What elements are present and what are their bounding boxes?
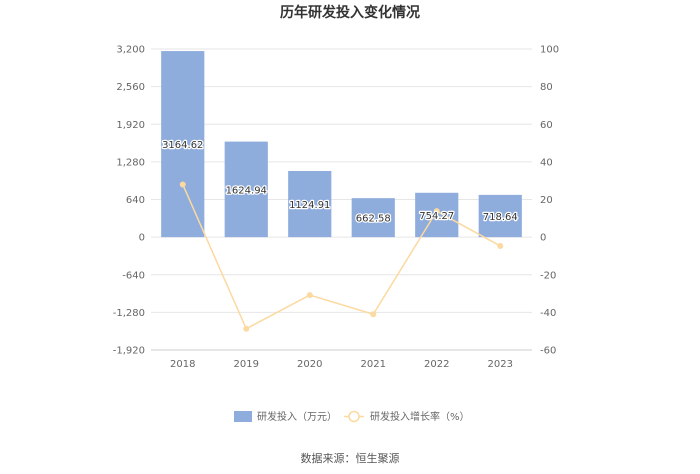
y-left-tick-label: 1,920 bbox=[116, 120, 145, 131]
x-axis: 2018 2019 2020 2021 2022 2023 bbox=[151, 349, 532, 370]
source-note: 数据来源：恒生聚源 bbox=[301, 451, 400, 465]
y-left-tick-label: -1,920 bbox=[113, 346, 145, 357]
y-right-tick-label: 80 bbox=[540, 82, 553, 93]
bar-value-label: 1124.91 bbox=[289, 200, 330, 211]
bar-value-label: 718.64 bbox=[483, 212, 518, 223]
growth-point bbox=[433, 208, 440, 215]
data-labels: 3164.62 1624.94 1124.91 662.58 754.27 718.64 bbox=[161, 139, 519, 226]
y-right-tick-label: 0 bbox=[540, 233, 546, 244]
y-left-tick-label: 0 bbox=[139, 233, 145, 244]
x-tick-label: 2018 bbox=[170, 359, 195, 370]
legend-bar-swatch bbox=[234, 411, 252, 422]
legend-line-marker bbox=[348, 410, 360, 423]
line-series bbox=[179, 181, 504, 332]
x-tick-label: 2022 bbox=[424, 359, 449, 370]
y-right-tick-label: -60 bbox=[540, 346, 556, 357]
bar-value-label: 662.58 bbox=[356, 214, 391, 225]
y-right-tick-label: -40 bbox=[540, 308, 556, 319]
x-tick-label: 2021 bbox=[361, 359, 386, 370]
growth-point bbox=[243, 325, 250, 332]
left-axis: 3,200 2,560 1,920 1,280 640 0 -640 -1,280 -1,920 bbox=[113, 45, 145, 357]
y-right-tick-label: 20 bbox=[540, 195, 553, 206]
right-axis: 100 80 60 40 20 0 -20 -40 -60 bbox=[540, 45, 559, 357]
bar bbox=[478, 194, 522, 238]
bar-value-label: 1624.94 bbox=[226, 185, 267, 196]
legend-bar-label: 研发投入（万元） bbox=[257, 410, 337, 423]
y-left-tick-label: -1,280 bbox=[113, 308, 145, 319]
x-tick-label: 2019 bbox=[234, 359, 259, 370]
y-right-tick-label: -20 bbox=[540, 270, 556, 281]
bar-series bbox=[161, 51, 522, 238]
legend: 研发投入（万元） 研发投入增长率（%） bbox=[234, 410, 470, 423]
bar bbox=[288, 170, 332, 238]
legend-line-label: 研发投入增长率（%） bbox=[370, 410, 470, 423]
growth-point bbox=[497, 242, 504, 249]
bar bbox=[351, 198, 395, 238]
chart-title: 历年研发投入变化情况 bbox=[280, 4, 420, 21]
x-tick-label: 2020 bbox=[297, 359, 322, 370]
growth-line bbox=[182, 184, 501, 330]
growth-point bbox=[306, 292, 313, 299]
x-tick-label: 2023 bbox=[488, 359, 513, 370]
y-right-tick-label: 60 bbox=[540, 120, 553, 131]
growth-point bbox=[370, 311, 377, 318]
bar bbox=[415, 192, 459, 238]
y-right-tick-label: 100 bbox=[540, 45, 559, 56]
y-left-tick-label: 2,560 bbox=[116, 82, 145, 93]
bar-value-label: 3164.62 bbox=[162, 140, 203, 151]
bar bbox=[161, 51, 205, 238]
growth-point bbox=[179, 181, 186, 188]
bar-value-label: 754.27 bbox=[419, 211, 454, 222]
bar bbox=[224, 141, 268, 238]
y-right-tick-label: 40 bbox=[540, 157, 553, 168]
y-left-tick-label: 640 bbox=[126, 195, 145, 206]
y-left-tick-label: -640 bbox=[122, 270, 145, 281]
y-left-tick-label: 1,280 bbox=[116, 157, 145, 168]
y-left-tick-label: 3,200 bbox=[116, 45, 145, 56]
